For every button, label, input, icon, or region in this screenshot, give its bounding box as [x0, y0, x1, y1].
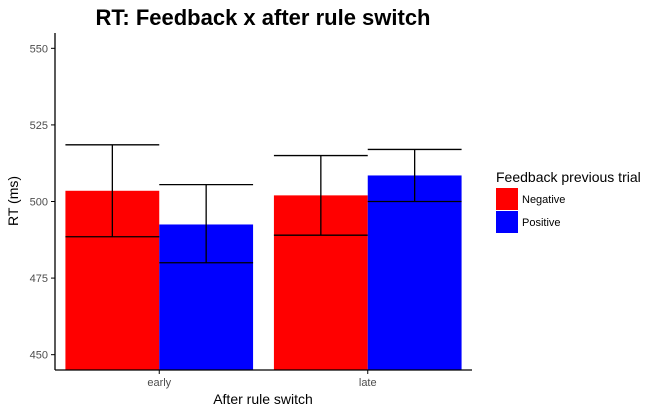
legend-title: Feedback previous trial: [496, 169, 641, 185]
y-tick-label: 450: [30, 350, 48, 362]
y-tick-label: 475: [30, 273, 48, 285]
chart-title: RT: Feedback x after rule switch: [96, 5, 431, 30]
bar-late-positive: [367, 175, 462, 370]
x-ticks: early late: [147, 370, 377, 389]
legend: Feedback previous trial Negative Positive: [496, 169, 641, 233]
plot-area: [65, 144, 462, 370]
y-ticks: 450 475 500 525 550: [30, 43, 55, 362]
legend-label-negative: Negative: [522, 194, 565, 206]
error-bar-late-positive: [367, 148, 462, 203]
x-tick-label-early: early: [147, 377, 171, 389]
error-bar-early-negative: [65, 144, 160, 238]
x-tick-label-late: late: [359, 377, 377, 389]
y-axis-title: RT (ms): [5, 176, 21, 226]
error-bar-late-negative: [273, 154, 368, 236]
y-tick-label: 500: [30, 197, 48, 209]
x-axis-title: After rule switch: [213, 391, 313, 407]
legend-label-positive: Positive: [522, 217, 561, 229]
y-tick-label: 550: [30, 43, 48, 55]
y-tick-label: 525: [30, 120, 48, 132]
legend-key-negative: [496, 188, 518, 210]
error-bar-early-positive: [159, 183, 254, 264]
legend-key-positive: [496, 211, 518, 233]
